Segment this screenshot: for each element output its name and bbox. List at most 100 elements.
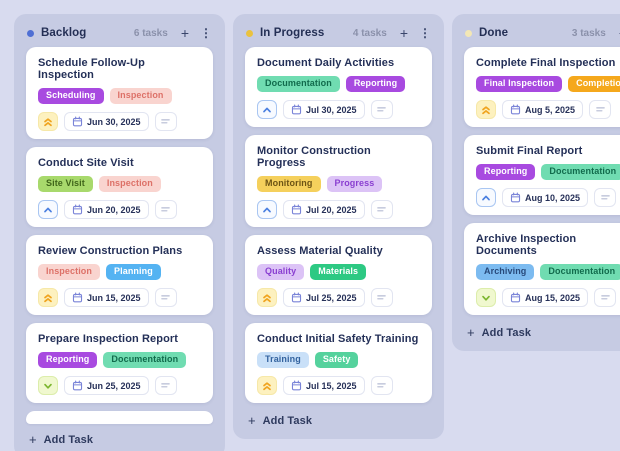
card-meta-row: Jul 20, 2025 — [257, 200, 420, 219]
description-chip — [154, 112, 177, 131]
description-chip — [370, 288, 393, 307]
description-chip — [594, 288, 617, 307]
kanban-column: Backlog 6 tasks + ⋮ Schedule Follow-Up I… — [14, 14, 225, 451]
priority-medium-icon — [476, 188, 496, 207]
add-card-plus-icon[interactable]: + — [180, 25, 189, 41]
description-lines-icon — [161, 383, 170, 388]
description-lines-icon — [377, 295, 386, 300]
calendar-icon — [510, 192, 521, 203]
description-chip — [370, 200, 393, 219]
priority-medium-icon — [257, 200, 277, 219]
card-meta-row: Jun 30, 2025 — [38, 112, 201, 131]
due-date: Jul 25, 2025 — [306, 292, 357, 303]
due-date-chip: Jul 15, 2025 — [283, 376, 365, 395]
due-date-chip: Aug 5, 2025 — [502, 100, 584, 119]
tag-row: Scheduling Inspection — [38, 88, 201, 104]
description-chip — [594, 188, 617, 207]
add-task-button[interactable]: + Add Task — [464, 323, 620, 341]
due-date: Jul 15, 2025 — [306, 380, 357, 391]
tag-row: Inspection Planning — [38, 264, 201, 280]
tag-documentation: Documentation — [540, 264, 620, 280]
task-card[interactable]: Review Construction Plans Inspection Plan… — [26, 235, 213, 315]
description-lines-icon — [377, 383, 386, 388]
tag-reporting: Reporting — [38, 352, 98, 368]
add-task-button[interactable]: + Add Task — [26, 430, 213, 448]
calendar-icon — [72, 292, 83, 303]
plus-icon: + — [467, 325, 475, 340]
card-title: Review Construction Plans — [38, 245, 183, 257]
tag-row: Documentation Reporting — [257, 76, 420, 92]
priority-high-icon — [38, 288, 58, 307]
task-card[interactable]: Schedule Follow-Up Inspection Scheduling… — [26, 47, 213, 139]
partially-visible-card[interactable] — [26, 411, 213, 424]
task-card[interactable]: Prepare Inspection Report Reporting Docum… — [26, 323, 213, 403]
card-title: Complete Final Inspection — [476, 57, 616, 69]
tag-site-visit: Site Visit — [38, 176, 93, 192]
task-card[interactable]: Assess Material Quality Quality Materials… — [245, 235, 432, 315]
card-title: Schedule Follow-Up Inspection — [38, 57, 145, 81]
card-title: Assess Material Quality — [257, 245, 383, 257]
description-lines-icon — [161, 207, 170, 212]
column-menu-kebab-icon[interactable]: ⋮ — [200, 26, 212, 40]
description-lines-icon — [377, 107, 386, 112]
task-card[interactable]: Monitor Construction Progress Monitoring… — [245, 135, 432, 227]
calendar-icon — [72, 116, 83, 127]
card-list: Complete Final Inspection Final Inspecti… — [464, 47, 620, 315]
card-meta-row: Jun 25, 2025 — [38, 376, 201, 395]
priority-medium-icon — [257, 100, 277, 119]
tag-reporting: Reporting — [476, 164, 536, 180]
due-date-chip: Jul 25, 2025 — [283, 288, 365, 307]
tag-quality: Quality — [257, 264, 305, 280]
tag-reporting: Reporting — [345, 76, 406, 92]
column-title: In Progress — [260, 27, 325, 39]
task-card[interactable]: Conduct Initial Safety Training Training… — [245, 323, 432, 403]
due-date: Jun 30, 2025 — [87, 116, 141, 127]
priority-high-icon — [257, 376, 277, 395]
task-card[interactable]: Complete Final Inspection Final Inspecti… — [464, 47, 620, 127]
tag-row: Final Inspection Completion — [476, 76, 620, 92]
priority-low-icon — [38, 376, 58, 395]
calendar-icon — [291, 104, 302, 115]
card-meta-row: Jun 15, 2025 — [38, 288, 201, 307]
column-status-dot-icon — [465, 29, 472, 37]
description-lines-icon — [161, 119, 170, 124]
tag-training: Training — [257, 352, 309, 368]
description-lines-icon — [161, 295, 170, 300]
task-card[interactable]: Document Daily Activities Documentation R… — [245, 47, 432, 127]
description-lines-icon — [600, 295, 610, 300]
task-card[interactable]: Submit Final Report Reporting Documentati… — [464, 135, 620, 215]
card-meta-row: Aug 10, 2025 — [476, 188, 620, 207]
column-title: Done — [479, 27, 509, 39]
card-list: Document Daily Activities Documentation R… — [245, 47, 432, 403]
add-card-plus-icon[interactable]: + — [399, 25, 408, 41]
due-date-chip: Jun 25, 2025 — [64, 376, 149, 395]
tag-planning: Planning — [106, 264, 161, 280]
kanban-column: Done 3 tasks + ⋮ Complete Final Inspecti… — [452, 14, 620, 351]
due-date: Jul 30, 2025 — [306, 104, 357, 115]
priority-high-icon — [476, 100, 496, 119]
tag-inspection: Inspection — [98, 176, 161, 192]
calendar-icon — [291, 380, 302, 391]
due-date: Jun 20, 2025 — [87, 204, 141, 215]
tag-row: Site Visit Inspection — [38, 176, 201, 192]
priority-high-icon — [257, 288, 277, 307]
tag-row: Reporting Documentation — [476, 164, 620, 180]
add-card-plus-icon[interactable]: + — [619, 26, 620, 40]
add-task-button[interactable]: + Add Task — [245, 411, 432, 429]
task-card[interactable]: Conduct Site Visit Site Visit Inspection … — [26, 147, 213, 227]
description-lines-icon — [595, 107, 605, 112]
tag-row: Reporting Documentation — [38, 352, 201, 368]
card-meta-row: Jun 20, 2025 — [38, 200, 201, 219]
tag-documentation: Documentation — [541, 164, 620, 180]
description-chip — [154, 200, 177, 219]
column-header: Backlog 6 tasks + ⋮ — [26, 24, 213, 42]
card-list: Schedule Follow-Up Inspection Scheduling… — [26, 47, 213, 424]
card-title: Submit Final Report — [476, 145, 583, 157]
column-menu-kebab-icon[interactable]: ⋮ — [419, 26, 431, 40]
description-lines-icon — [377, 207, 386, 212]
column-header: Done 3 tasks + ⋮ — [464, 24, 620, 42]
card-title: Monitor Construction Progress — [257, 145, 371, 169]
task-card[interactable]: Archive Inspection Documents Archiving Do… — [464, 223, 620, 315]
due-date-chip: Aug 15, 2025 — [502, 288, 589, 307]
